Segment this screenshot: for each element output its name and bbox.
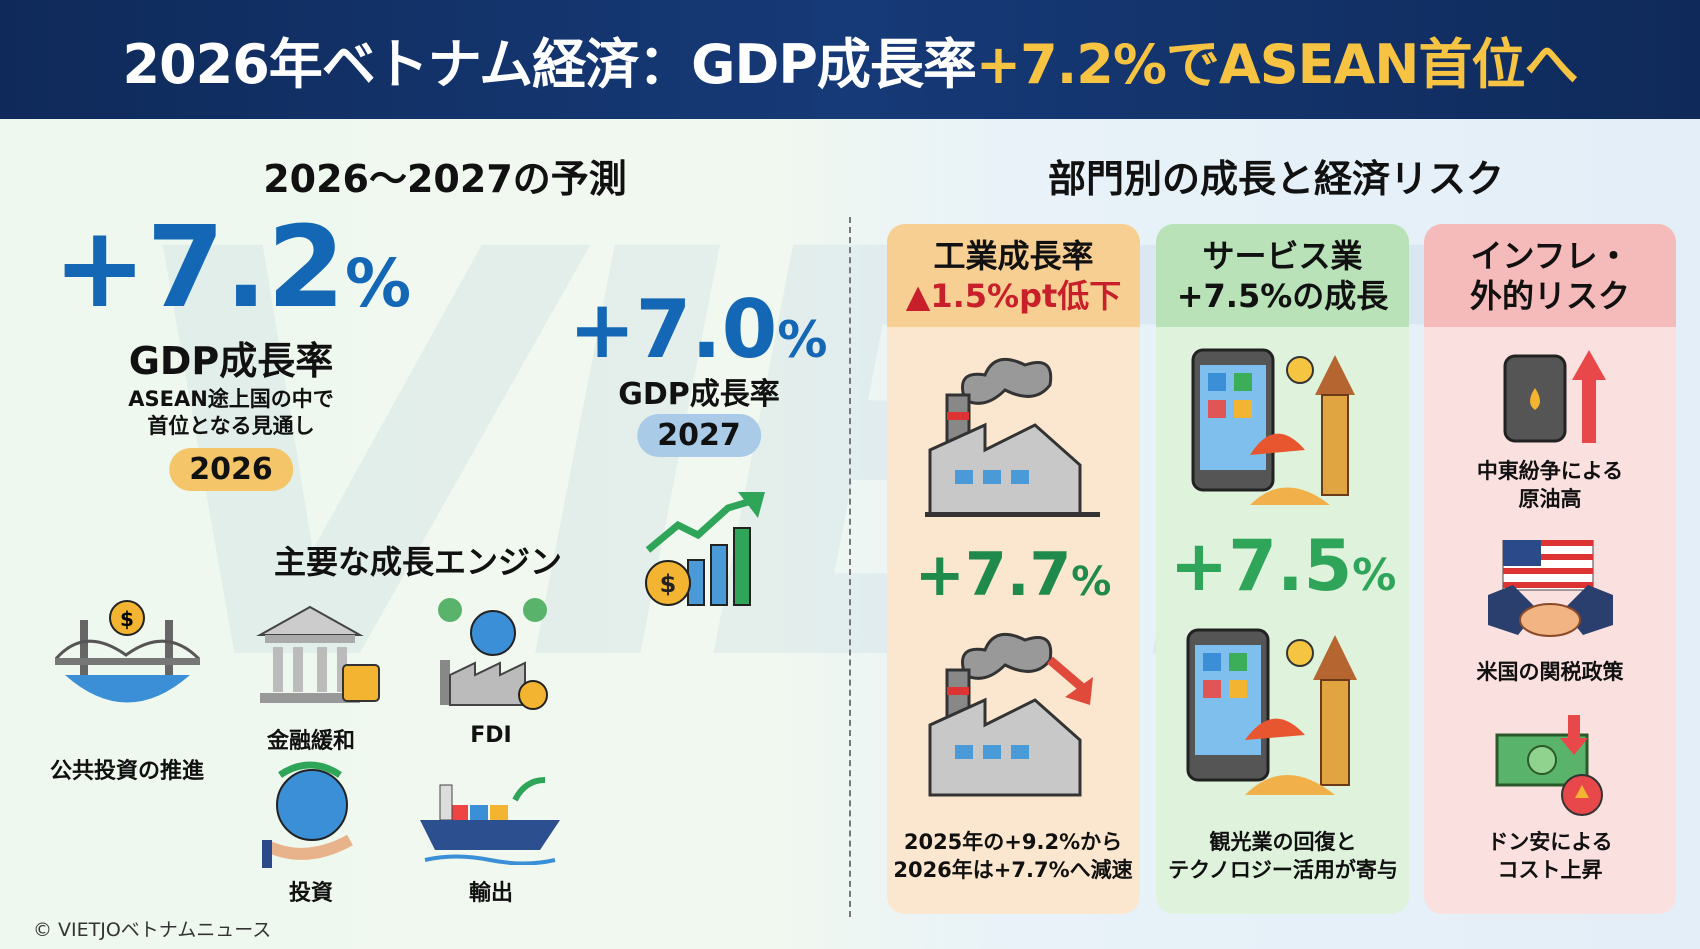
sector-risk-title: 部門別の成長と経済リスク <box>1047 157 1505 201</box>
risk-title-line1: インフレ・ <box>1470 236 1630 275</box>
gdp-2026-label: GDP成長率 <box>128 339 334 383</box>
industry-caption-line2: 2026年は+7.7%へ減速 <box>893 858 1133 883</box>
risk-currency-line2: コスト上昇 <box>1497 858 1603 883</box>
factory-decline-icon <box>928 632 1093 797</box>
title-highlight: +7.2%でASEAN首位へ <box>975 33 1579 96</box>
cargo-ship-icon <box>420 777 560 865</box>
gdp-2027-value: +7.0% <box>568 283 828 376</box>
year-2027-badge: 2027 <box>637 414 761 457</box>
services-card: サービス業 +7.5%の成長 <box>1156 224 1409 914</box>
title-main: 2026年ベトナム経済：GDP成長率 <box>122 33 977 96</box>
dong-depreciation-icon <box>1495 715 1603 816</box>
services-caption-line1: 観光業の回復と <box>1209 830 1357 854</box>
industry-card: 工業成長率 ▲1.5%pt低下 <box>887 224 1140 914</box>
copyright: © VIETJOベトナムニュース <box>33 919 272 941</box>
services-growth: +7.5%の成長 <box>1176 276 1389 315</box>
bridge-icon: $ <box>55 600 200 703</box>
services-caption-line2: テクノロジー活用が寄与 <box>1168 858 1398 883</box>
risk-currency-line1: ドン安による <box>1487 830 1613 854</box>
smartphone-tourism-icon-2 <box>1186 628 1357 795</box>
risk-title-line2: 外的リスク <box>1469 276 1630 315</box>
us-flag-handshake-icon <box>1488 540 1613 637</box>
svg-text:$: $ <box>120 607 134 631</box>
year-2026-badge: 2026 <box>169 448 293 491</box>
bank-lock-icon <box>256 605 380 703</box>
risk-tariff-caption: 米国の関税政策 <box>1476 660 1624 684</box>
fdi-factory-globe-icon <box>438 598 548 710</box>
industry-title: 工業成長率 <box>933 236 1094 275</box>
section-divider <box>849 217 851 917</box>
smartphone-tourism-icon <box>1191 348 1355 505</box>
gdp-2026-note2: 首位となる見通し <box>147 414 315 438</box>
engine-public-investment-label: 公共投資の推進 <box>49 759 205 784</box>
growth-chart-icon: $ <box>645 492 765 606</box>
services-growth-value: +7.5% <box>1169 525 1397 607</box>
svg-text:$: $ <box>660 570 677 598</box>
header-banner: 2026年ベトナム経済：GDP成長率 +7.2%でASEAN首位へ <box>0 0 1700 119</box>
industry-caption-line1: 2025年の+9.2%から <box>903 830 1123 854</box>
risk-oil-line2: 原油高 <box>1518 487 1582 512</box>
investment-globe-hand-icon <box>262 761 353 868</box>
gdp-2027-label: GDP成長率 <box>618 377 780 412</box>
gdp-2026-value: +7.2% <box>52 203 412 333</box>
services-title: サービス業 <box>1202 236 1363 275</box>
risk-oil-caption: 中東紛争による 原油高 <box>1477 457 1623 514</box>
factory-icon <box>925 357 1100 517</box>
industry-caption: 2025年の+9.2%から 2026年は+7.7%へ減速 <box>893 828 1132 885</box>
engine-export-label: 輸出 <box>468 881 514 906</box>
risk-currency-caption: ドン安による コスト上昇 <box>1487 828 1612 885</box>
risk-oil-line1: 中東紛争による <box>1476 459 1624 483</box>
gdp-2026-note1: ASEAN途上国の中で <box>128 387 334 411</box>
services-caption: 観光業の回復とテクノロジー活用が寄与 <box>1168 828 1398 885</box>
industry-decline: ▲1.5%pt低下 <box>905 276 1122 315</box>
engines-title: 主要な成長エンジン <box>273 543 563 581</box>
oil-barrel-rising-icon <box>1503 350 1606 443</box>
engine-monetary-easing-label: 金融緩和 <box>266 729 356 754</box>
engine-fdi-label: FDI <box>470 723 512 748</box>
forecast-title: 2026〜2027の予測 <box>263 157 627 201</box>
industry-growth-value: +7.7% <box>914 540 1112 610</box>
engine-investment-label: 投資 <box>288 881 334 906</box>
